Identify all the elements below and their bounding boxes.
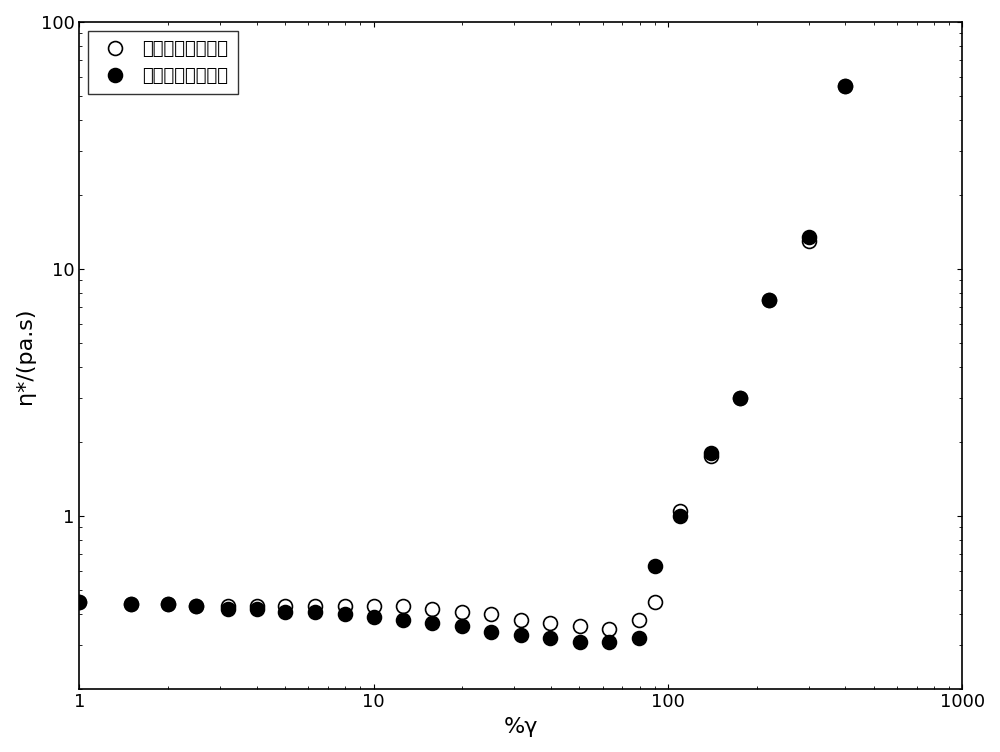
剪切应力降低方向: [803, 232, 815, 241]
剪切应力降低方向: [649, 561, 661, 570]
剪切应力增加方向: [633, 615, 645, 624]
剪切应力降低方向: [734, 393, 746, 402]
剪切应力增加方向: [73, 597, 85, 606]
剪切应力增加方向: [544, 618, 556, 627]
剪切应力增加方向: [222, 602, 234, 611]
剪切应力降低方向: [485, 627, 497, 636]
Line: 剪切应力增加方向: 剪切应力增加方向: [72, 595, 646, 635]
Y-axis label: η*/(pa.s): η*/(pa.s): [15, 307, 35, 404]
剪切应力降低方向: [674, 511, 686, 520]
剪切应力降低方向: [763, 296, 775, 305]
剪切应力降低方向: [309, 607, 321, 616]
剪切应力降低方向: [515, 630, 527, 639]
剪切应力降低方向: [603, 637, 615, 646]
剪切应力降低方向: [839, 82, 851, 91]
剪切应力增加方向: [339, 602, 351, 611]
剪切应力增加方向: [162, 599, 174, 608]
剪切应力降低方向: [125, 599, 137, 608]
剪切应力降低方向: [251, 605, 263, 614]
剪切应力降低方向: [397, 615, 409, 624]
剪切应力降低方向: [368, 612, 380, 621]
剪切应力降低方向: [162, 599, 174, 608]
剪切应力降低方向: [190, 602, 202, 611]
剪切应力降低方向: [456, 621, 468, 630]
剪切应力降低方向: [73, 597, 85, 606]
剪切应力降低方向: [339, 610, 351, 619]
剪切应力增加方向: [485, 610, 497, 619]
剪切应力降低方向: [426, 618, 438, 627]
剪切应力增加方向: [456, 607, 468, 616]
剪切应力降低方向: [705, 448, 717, 457]
剪切应力增加方向: [397, 602, 409, 611]
剪切应力降低方向: [574, 637, 586, 646]
X-axis label: %γ: %γ: [504, 717, 538, 737]
剪切应力增加方向: [603, 624, 615, 633]
剪切应力降低方向: [544, 634, 556, 643]
剪切应力增加方向: [251, 602, 263, 611]
剪切应力降低方向: [222, 605, 234, 614]
剪切应力增加方向: [190, 602, 202, 611]
剪切应力增加方向: [125, 599, 137, 608]
Legend: 剪切应力增加方向, 剪切应力降低方向: 剪切应力增加方向, 剪切应力降低方向: [88, 31, 238, 94]
剪切应力降低方向: [633, 634, 645, 643]
Line: 剪切应力降低方向: 剪切应力降低方向: [72, 79, 852, 648]
剪切应力增加方向: [574, 621, 586, 630]
剪切应力增加方向: [515, 615, 527, 624]
剪切应力增加方向: [368, 602, 380, 611]
剪切应力增加方向: [309, 602, 321, 611]
剪切应力降低方向: [279, 607, 291, 616]
剪切应力增加方向: [426, 605, 438, 614]
剪切应力增加方向: [279, 602, 291, 611]
